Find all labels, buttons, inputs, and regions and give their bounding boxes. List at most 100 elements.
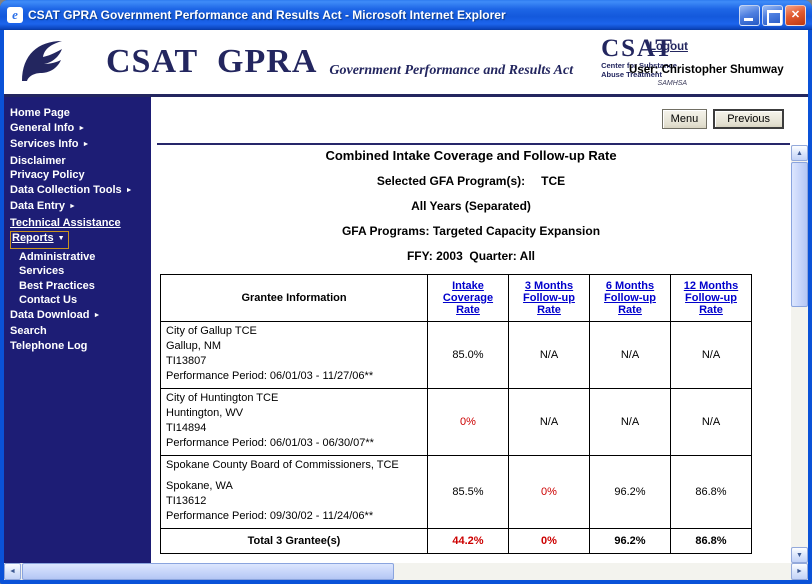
previous-button[interactable]: Previous: [713, 109, 784, 129]
window-controls: [739, 4, 806, 26]
menu-button[interactable]: Menu: [661, 109, 708, 129]
csat-logo: CSAT Center for Substance Abuse Treatmen…: [601, 36, 701, 88]
grantee-id: TI13612: [166, 495, 207, 507]
horizontal-scroll-thumb[interactable]: [22, 563, 394, 580]
vertical-scroll-thumb[interactable]: [791, 162, 808, 307]
grantee-info-cell: City of Gallup TCE Gallup, NM TI13807 Pe…: [160, 321, 428, 389]
logout-link[interactable]: Logout: [649, 41, 688, 53]
scroll-left-button[interactable]: ◄: [4, 563, 21, 580]
12-months-followup-link[interactable]: 12 Months Follow-up Rate: [683, 280, 739, 316]
col-header-12-months: 12 Months Follow-up Rate: [670, 274, 752, 322]
rate-cell: N/A: [508, 321, 590, 389]
scroll-up-button[interactable]: ▲: [791, 145, 808, 161]
col-header-3-months: 3 Months Follow-up Rate: [508, 274, 590, 322]
sidebar-item-services-info[interactable]: Services Info ►: [10, 138, 90, 150]
rate-cell: 96.2%: [589, 455, 671, 529]
rate-cell: 85.0%: [427, 321, 509, 389]
rate-cell: 0%: [508, 455, 590, 529]
sidebar-item-disclaimer[interactable]: Disclaimer: [10, 154, 66, 167]
sidebar-item-technical-assistance[interactable]: Technical Assistance: [10, 216, 121, 229]
rate-cell: 85.5%: [427, 455, 509, 529]
vertical-scroll-track[interactable]: [791, 161, 808, 547]
report-body: Combined Intake Coverage and Follow-up R…: [151, 145, 791, 563]
scroll-right-button[interactable]: ►: [791, 563, 808, 580]
browser-viewport: CSAT GPRA Government Performance and Res…: [4, 30, 808, 580]
3-months-followup-link[interactable]: 3 Months Follow-up Rate: [523, 280, 575, 316]
minimize-button[interactable]: [739, 4, 760, 26]
maximize-button[interactable]: [762, 4, 783, 26]
total-label: Total 3 Grantee(s): [160, 528, 428, 554]
grantee-name: Spokane County Board of Commissioners, T…: [166, 459, 399, 471]
csat-logo-line1: Center for Substance: [601, 61, 677, 70]
close-button[interactable]: [785, 4, 806, 26]
report-years-line: All Years (Separated): [411, 199, 531, 213]
rate-cell: N/A: [508, 388, 590, 456]
flyout-arrow-icon: ►: [93, 311, 101, 319]
flyout-arrow-icon: ►: [125, 186, 133, 194]
grantee-period: Performance Period: 06/01/03 - 06/30/07*…: [166, 437, 374, 449]
grantee-info-cell: City of Huntington TCE Huntington, WV TI…: [160, 388, 428, 456]
rate-cell: 0%: [427, 388, 509, 456]
window-title: CSAT GPRA Government Performance and Res…: [28, 8, 506, 22]
grantee-period: Performance Period: 09/30/02 - 11/24/06*…: [166, 510, 374, 522]
col-header-6-months: 6 Months Follow-up Rate: [589, 274, 671, 322]
total-row: Total 3 Grantee(s) 44.2% 0% 96.2% 86.8%: [160, 528, 752, 554]
grantee-name: City of Gallup TCE: [166, 325, 257, 337]
hhs-eagle-logo-icon: [14, 33, 68, 92]
horizontal-scroll-track[interactable]: [21, 563, 791, 580]
content-divider: [157, 143, 790, 145]
sidebar-item-telephone-log[interactable]: Telephone Log: [10, 339, 88, 352]
brand-title: CSAT GPRA: [106, 43, 318, 80]
sidebar-navigation: Home Page General Info ► Services Info ► D…: [4, 97, 151, 563]
grantee-location: Gallup, NM: [166, 340, 222, 352]
rate-cell: N/A: [589, 321, 671, 389]
rate-cell: N/A: [589, 388, 671, 456]
csat-logo-samhsa: SAMHSA: [657, 80, 688, 87]
titlebar[interactable]: e CSAT GPRA Government Performance and R…: [0, 0, 812, 30]
grantee-name: City of Huntington TCE: [166, 392, 279, 404]
scroll-down-button[interactable]: ▼: [791, 547, 808, 563]
total-rate-cell: 96.2%: [589, 528, 671, 554]
sidebar-item-data-collection-tools[interactable]: Data Collection Tools ►: [10, 183, 133, 196]
sidebar-item-best-practices[interactable]: Best Practices: [19, 279, 95, 292]
table-row: Spokane County Board of Commissioners, T…: [160, 455, 752, 529]
report-title: Combined Intake Coverage and Follow-up R…: [325, 148, 617, 163]
grantee-rates-table: Grantee Information Intake Coverage Rate…: [160, 274, 752, 554]
app-header: CSAT GPRA Government Performance and Res…: [4, 30, 808, 97]
sidebar-item-data-download[interactable]: Data Download ►: [10, 308, 101, 321]
flyout-arrow-icon: ►: [78, 124, 86, 132]
reports-highlight-box: Reports ▼: [10, 231, 69, 249]
flyout-arrow-icon: ►: [82, 141, 90, 148]
app-main: Home Page General Info ► Services Info ► D…: [4, 97, 808, 563]
vertical-scrollbar[interactable]: ▲ ▼: [791, 145, 808, 563]
sidebar-item-search[interactable]: Search: [10, 325, 47, 337]
col-header-intake-rate: Intake Coverage Rate: [427, 274, 509, 322]
grantee-location: Spokane, WA: [166, 480, 233, 492]
user-label: User: Christopher Shumway: [629, 64, 784, 76]
intake-coverage-rate-link[interactable]: Intake Coverage Rate: [442, 280, 494, 316]
sidebar-item-data-entry[interactable]: Data Entry ►: [10, 200, 76, 212]
grantee-id: TI14894: [166, 422, 207, 434]
sidebar-item-services[interactable]: Services: [19, 265, 65, 277]
total-rate-cell: 0%: [508, 528, 590, 554]
sidebar-item-administrative[interactable]: Administrative: [19, 250, 96, 263]
6-months-followup-link[interactable]: 6 Months Follow-up Rate: [604, 280, 656, 316]
rate-cell: 86.8%: [670, 455, 752, 529]
report-programs-line: GFA Programs: Targeted Capacity Expansio…: [341, 224, 601, 238]
horizontal-scrollbar[interactable]: ◄ ►: [4, 563, 808, 580]
col-header-grantee: Grantee Information: [160, 274, 428, 322]
grantee-period: Performance Period: 06/01/03 - 11/27/06*…: [166, 370, 374, 382]
csat-logo-name: CSAT: [601, 35, 674, 62]
sidebar-item-privacy-policy[interactable]: Privacy Policy: [10, 169, 85, 181]
sidebar-item-reports[interactable]: Reports ▼: [4, 230, 151, 250]
rate-cell: N/A: [670, 321, 752, 389]
table-header-row: Grantee Information Intake Coverage Rate…: [160, 274, 752, 322]
sidebar-item-contact-us[interactable]: Contact Us: [19, 294, 78, 306]
total-rate-cell: 44.2%: [427, 528, 509, 554]
table-row: City of Huntington TCE Huntington, WV TI…: [160, 388, 752, 456]
report-ffy-line: FFY: 2003 Quarter: All: [406, 249, 536, 263]
csat-logo-line2: Abuse Treatment: [601, 70, 662, 79]
sidebar-item-general-info[interactable]: General Info ►: [10, 121, 86, 134]
sidebar-item-home-page[interactable]: Home Page: [10, 107, 70, 119]
